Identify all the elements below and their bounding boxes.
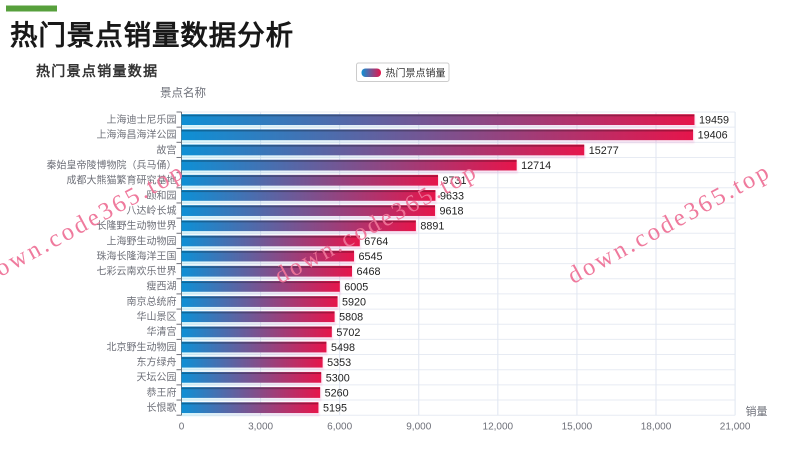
svg-text:珠海长隆海洋王国: 珠海长隆海洋王国 (97, 249, 177, 262)
svg-text:18,000: 18,000 (641, 421, 672, 432)
svg-text:6468: 6468 (357, 266, 381, 278)
svg-text:东方绿舟: 东方绿舟 (137, 356, 177, 369)
svg-text:热门景点销量数据: 热门景点销量数据 (36, 63, 158, 79)
svg-text:华清宫: 华清宫 (147, 325, 177, 338)
svg-text:9633: 9633 (440, 190, 464, 202)
svg-text:9,000: 9,000 (406, 421, 431, 432)
svg-text:5195: 5195 (323, 403, 347, 415)
svg-text:6764: 6764 (364, 236, 388, 248)
svg-text:12,000: 12,000 (483, 421, 514, 432)
svg-text:八达岭长城: 八达岭长城 (127, 204, 177, 217)
svg-text:热门景点销量: 热门景点销量 (386, 67, 446, 80)
svg-text:6,000: 6,000 (327, 421, 352, 432)
svg-text:19459: 19459 (699, 115, 729, 127)
svg-text:北京野生动物园: 北京野生动物园 (107, 340, 177, 353)
svg-text:5702: 5702 (336, 327, 360, 339)
svg-text:上海迪士尼乐园: 上海迪士尼乐园 (107, 113, 177, 126)
svg-text:华山景区: 华山景区 (137, 310, 177, 323)
svg-text:19406: 19406 (698, 130, 728, 142)
svg-text:成都大熊猫繁育研究基地: 成都大熊猫繁育研究基地 (67, 174, 177, 187)
svg-text:6005: 6005 (344, 281, 368, 293)
svg-text:5498: 5498 (331, 342, 355, 354)
svg-text:9618: 9618 (440, 206, 464, 218)
svg-text:长恨歌: 长恨歌 (147, 401, 177, 414)
svg-text:恭王府: 恭王府 (147, 386, 177, 399)
svg-text:5353: 5353 (327, 357, 351, 369)
svg-text:颐和园: 颐和园 (147, 190, 177, 202)
svg-text:8891: 8891 (420, 221, 444, 233)
svg-text:南京总统府: 南京总统府 (127, 295, 177, 308)
svg-text:5920: 5920 (342, 297, 366, 309)
svg-text:15,000: 15,000 (562, 421, 593, 432)
svg-text:5300: 5300 (326, 372, 350, 384)
svg-text:七彩云南欢乐世界: 七彩云南欢乐世界 (97, 265, 177, 278)
svg-text:上海海昌海洋公园: 上海海昌海洋公园 (97, 128, 177, 141)
svg-text:秦始皇帝陵博物院（兵马俑）: 秦始皇帝陵博物院（兵马俑） (47, 158, 177, 171)
svg-text:5808: 5808 (339, 312, 363, 324)
svg-text:21,000: 21,000 (720, 421, 751, 432)
svg-text:长隆野生动物世界: 长隆野生动物世界 (97, 219, 177, 232)
svg-text:上海野生动物园: 上海野生动物园 (107, 234, 177, 247)
svg-text:天坛公园: 天坛公园 (137, 372, 177, 384)
svg-text:5260: 5260 (325, 387, 349, 399)
svg-text:12714: 12714 (521, 160, 551, 172)
svg-text:热门景点销量数据分析: 热门景点销量数据分析 (10, 19, 294, 50)
svg-text:销量: 销量 (746, 404, 768, 418)
svg-text:景点名称: 景点名称 (160, 86, 206, 100)
svg-text:down.code365.top: down.code365.top (563, 157, 776, 289)
svg-text:故宫: 故宫 (157, 143, 177, 156)
svg-text:0: 0 (179, 421, 185, 432)
svg-text:瘦西湖: 瘦西湖 (147, 280, 177, 293)
svg-text:6545: 6545 (359, 251, 383, 263)
svg-text:15277: 15277 (589, 145, 619, 157)
svg-text:9731: 9731 (443, 175, 467, 187)
svg-text:3,000: 3,000 (248, 421, 273, 432)
